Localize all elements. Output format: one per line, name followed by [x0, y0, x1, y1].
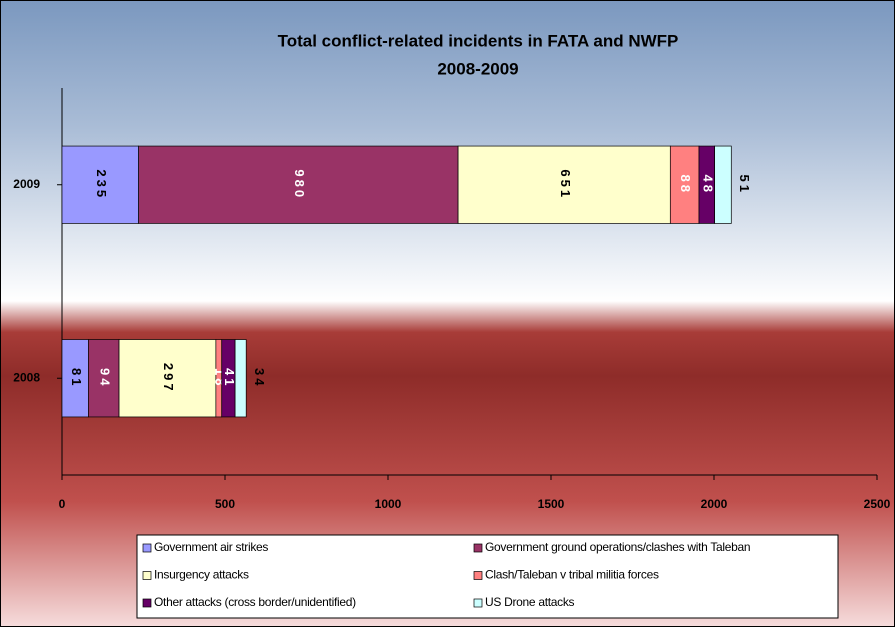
bar-segment — [138, 145, 459, 224]
legend-label: Government ground operations/clashes wit… — [485, 540, 750, 554]
x-tick-label: 1000 — [375, 497, 402, 511]
legend-swatch — [473, 571, 483, 580]
data-label: 94 — [97, 368, 112, 388]
data-label: 34 — [252, 368, 267, 388]
chart-subtitle: 2008-2009 — [437, 59, 518, 78]
data-label: 235 — [94, 169, 109, 200]
bar-segment — [457, 145, 671, 224]
data-label: 51 — [737, 175, 752, 195]
x-tick-label: 2500 — [864, 497, 891, 511]
data-label: 980 — [292, 169, 307, 200]
x-tick-label: 0 — [59, 497, 66, 511]
data-label: 81 — [69, 368, 84, 388]
legend-swatch — [142, 571, 152, 580]
data-label: 297 — [161, 363, 176, 394]
legend-label: Insurgency attacks — [154, 568, 249, 582]
bar-segment — [61, 145, 139, 224]
legend-label: Government air strikes — [154, 540, 268, 554]
bar-segment — [61, 339, 89, 418]
bar-segment — [234, 339, 247, 418]
data-label: 41 — [222, 368, 237, 388]
bar-segment — [118, 339, 217, 418]
legend-swatch — [142, 543, 152, 553]
legend-swatch — [473, 543, 483, 553]
bar-segment — [88, 339, 120, 418]
legend-swatch — [142, 598, 152, 608]
bar-segment — [669, 145, 700, 224]
legend-box — [136, 534, 839, 619]
chart-title: Total conflict-related incidents in FATA… — [278, 31, 679, 50]
legend-label: US Drone attacks — [485, 595, 575, 609]
data-label: 48 — [700, 175, 715, 195]
x-tick-label: 500 — [215, 497, 235, 511]
x-tick-label: 2000 — [701, 497, 728, 511]
legend-label: Other attacks (cross border/unidentified… — [154, 595, 356, 609]
data-label: 88 — [678, 175, 693, 195]
y-tick-label: 2008 — [13, 370, 40, 384]
y-tick-label: 2009 — [13, 177, 40, 191]
x-tick-label: 1500 — [538, 497, 565, 511]
data-label: 651 — [558, 169, 573, 200]
legend-label: Clash/Taleban v tribal militia forces — [485, 568, 659, 582]
bar-segment — [714, 145, 732, 224]
legend-swatch — [473, 598, 483, 608]
